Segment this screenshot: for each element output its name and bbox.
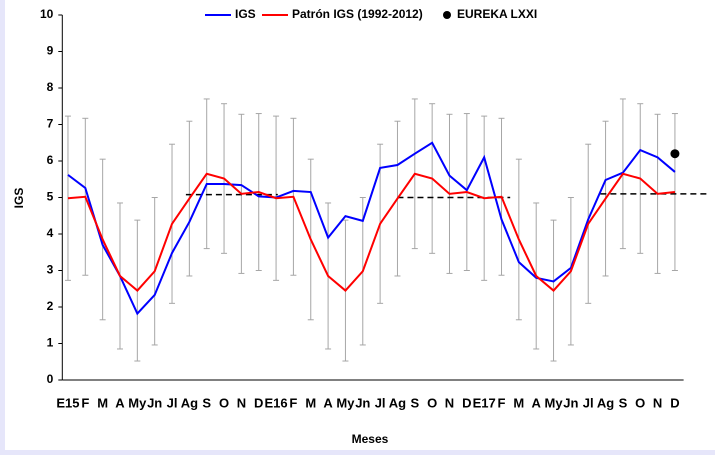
x-tick-label: O	[635, 395, 645, 410]
x-tick-label: E15	[56, 395, 79, 410]
y-axis-label: IGS	[12, 188, 26, 209]
x-axis-label: Meses	[352, 432, 389, 446]
x-tick-label: Jn	[563, 395, 578, 410]
x-tick-label: O	[219, 395, 229, 410]
y-tick-label: 6	[47, 153, 54, 167]
x-tick-label: N	[653, 395, 662, 410]
x-tick-label: Jn	[147, 395, 162, 410]
y-tick-label: 9	[47, 44, 54, 58]
legend-swatch	[443, 11, 451, 19]
y-tick-label: 7	[47, 117, 54, 131]
x-tick-label: My	[336, 395, 355, 410]
x-tick-label: S	[202, 395, 211, 410]
chart-area	[5, 0, 715, 450]
x-tick-label: My	[545, 395, 564, 410]
x-tick-label: Jn	[355, 395, 370, 410]
x-tick-label: D	[462, 395, 471, 410]
x-tick-label: M	[305, 395, 316, 410]
x-tick-label: S	[619, 395, 628, 410]
x-tick-label: Ag	[389, 395, 406, 410]
x-tick-label: Jl	[583, 395, 594, 410]
x-tick-label: F	[498, 395, 506, 410]
x-tick-label: N	[445, 395, 454, 410]
series-line	[67, 172, 676, 292]
y-tick-label: 0	[47, 372, 54, 386]
x-tick-label: D	[670, 395, 679, 410]
legend-label: IGS	[235, 7, 256, 21]
y-tick-label: 5	[47, 190, 54, 204]
y-tick-label: 4	[47, 226, 54, 240]
x-tick-label: F	[81, 395, 89, 410]
x-tick-label: M	[513, 395, 524, 410]
legend-label: Patrón IGS (1992-2012)	[292, 7, 423, 21]
y-tick-label: 2	[47, 299, 54, 313]
x-tick-label: Ag	[181, 395, 198, 410]
y-tick-label: 10	[40, 7, 54, 21]
x-tick-label: A	[323, 395, 333, 410]
x-tick-label: A	[532, 395, 542, 410]
x-tick-label: Jl	[167, 395, 178, 410]
x-tick-label: M	[97, 395, 108, 410]
x-tick-label: E17	[473, 395, 496, 410]
x-tick-label: F	[289, 395, 297, 410]
y-tick-label: 3	[47, 263, 54, 277]
x-tick-label: N	[237, 395, 246, 410]
series-line	[67, 141, 676, 316]
x-tick-label: O	[427, 395, 437, 410]
y-tick-label: 1	[47, 336, 54, 350]
legend-label: EUREKA LXXI	[457, 7, 537, 21]
data-point	[670, 149, 680, 159]
y-tick-label: 8	[47, 80, 54, 94]
x-tick-label: Ag	[597, 395, 614, 410]
x-tick-label: My	[128, 395, 147, 410]
x-tick-label: A	[115, 395, 125, 410]
x-tick-label: S	[410, 395, 419, 410]
x-tick-label: Jl	[375, 395, 386, 410]
x-tick-label: D	[254, 395, 263, 410]
x-tick-label: E16	[265, 395, 288, 410]
